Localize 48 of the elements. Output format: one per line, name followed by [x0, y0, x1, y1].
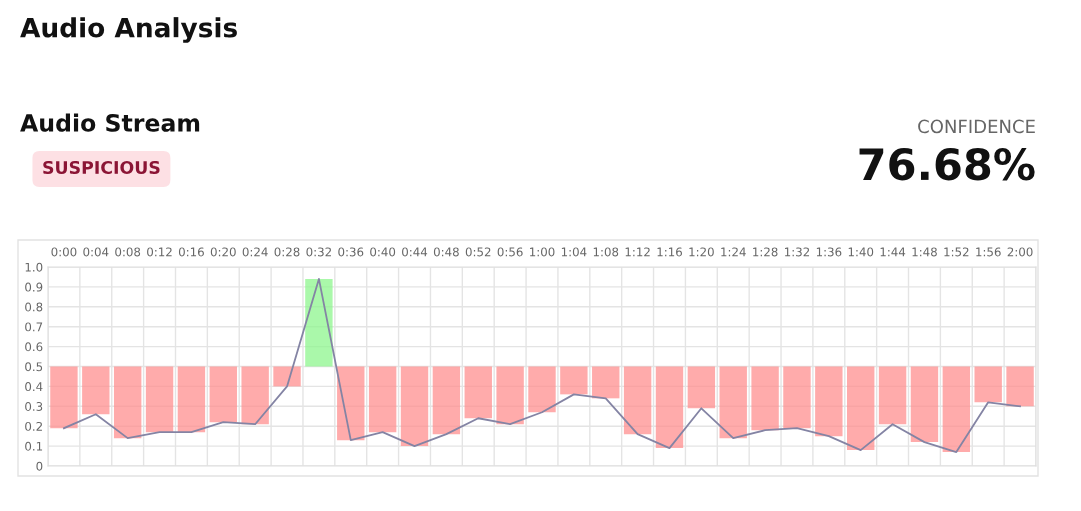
- y-tick-label: 0.3: [25, 402, 43, 411]
- chart-title: Audio Analysis: [20, 17, 237, 43]
- x-tick-label: 0:00: [51, 247, 77, 257]
- x-tick-label: 1:56: [976, 247, 1001, 257]
- x-tick-label: 1:36: [816, 247, 842, 257]
- x-tick-label: 0:20: [210, 247, 236, 257]
- y-tick-label: 0.7: [25, 322, 43, 332]
- x-tick-label: 0:24: [242, 247, 268, 257]
- y-tick-label: 0.6: [25, 342, 43, 352]
- x-tick-label: 1:00: [530, 247, 555, 257]
- x-tick-label: 1:20: [689, 247, 714, 257]
- y-tick-label: 0.9: [25, 282, 43, 292]
- x-tick-label: 1:04: [561, 247, 587, 257]
- x-tick-label: 0:56: [497, 247, 523, 257]
- x-tick-label: 0:48: [433, 247, 459, 257]
- y-tick-label: 1.0: [25, 262, 43, 272]
- line-series: [63, 278, 1021, 453]
- x-tick-label: 0:16: [178, 247, 204, 257]
- y-tick-label: 0.5: [25, 362, 43, 372]
- x-tick-label: 0:12: [147, 247, 172, 257]
- chart-subtitle: Audio Stream: [20, 113, 200, 132]
- x-tick-label: 0:04: [83, 247, 109, 257]
- y-tick-label: 0.1: [25, 441, 43, 451]
- x-tick-label: 1:52: [944, 247, 969, 257]
- x-tick-label: 1:28: [753, 247, 778, 257]
- x-tick-label: 1:08: [593, 247, 619, 257]
- x-tick-label: 1:40: [848, 247, 874, 257]
- x-tick-label: 0:36: [338, 247, 364, 257]
- text: CONFIDENCE: [918, 119, 1035, 134]
- x-tick-label: 1:32: [785, 247, 810, 257]
- y-tick-label: 0.2: [25, 421, 42, 431]
- x-tick-label: 0:08: [115, 247, 141, 257]
- x-tick-label: 0:40: [370, 247, 396, 257]
- text: SUSPICIOUS: [43, 160, 160, 175]
- x-tick-label: 1:24: [721, 247, 746, 257]
- x-tick-label: 2:00: [1007, 247, 1033, 257]
- text: 76.68%: [859, 147, 1035, 181]
- y-tick-label: 0.8: [25, 302, 43, 312]
- y-tick-label: 0.4: [25, 382, 43, 392]
- x-tick-label: 0:28: [274, 247, 300, 257]
- x-tick-label: 1:44: [880, 247, 906, 257]
- x-tick-label: 1:16: [657, 247, 682, 257]
- x-tick-label: 0:32: [306, 247, 331, 257]
- x-tick-label: 0:52: [465, 247, 491, 257]
- y-tick-label: 0: [36, 461, 43, 471]
- x-tick-label: 0:44: [402, 247, 428, 257]
- x-tick-label: 1:12: [625, 247, 650, 257]
- x-tick-label: 1:48: [912, 247, 937, 257]
